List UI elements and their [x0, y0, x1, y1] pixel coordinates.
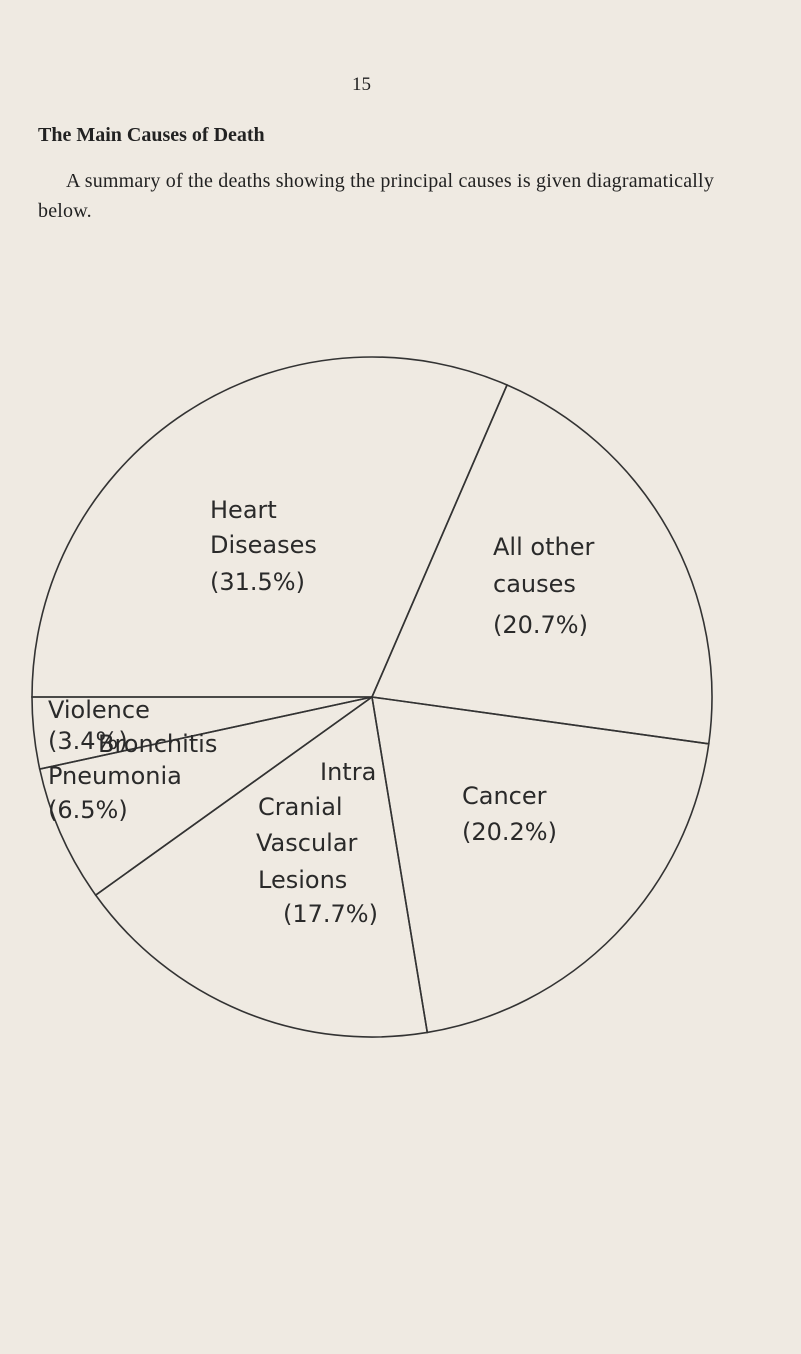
slice-label: Bronchitis Pneumonia [48, 730, 225, 790]
slice-value-label: (6.5%) [48, 796, 128, 824]
pie-slice [31, 696, 373, 771]
slice-label: All other causes [493, 533, 602, 598]
pie-slice [371, 696, 710, 1034]
label-line: Pneumonia [48, 762, 182, 790]
label-line: Lesions [258, 866, 347, 894]
slice-value-label: (20.7%) [493, 611, 588, 639]
label-line: All other [493, 533, 602, 561]
paragraph: A summary of the deaths showing the prin… [38, 170, 715, 222]
slice-value-label: (17.7%) [283, 900, 378, 928]
slice-value-label: (20.2%) [462, 818, 557, 846]
pie-slice [31, 356, 509, 698]
pie-slice [38, 696, 373, 897]
slice-label: Heart Diseases [210, 496, 317, 559]
label-line: Cranial [258, 793, 350, 821]
page-number: 15 [352, 74, 371, 95]
label-line: Diseases [210, 531, 317, 559]
label-line: Vascular [256, 829, 365, 857]
pie-slice [94, 695, 429, 1038]
label-line: Bronchitis [98, 730, 225, 758]
pie-slice [370, 383, 713, 745]
label-line: Intra [320, 758, 384, 786]
heading: The Main Causes of Death [38, 124, 265, 146]
slice-label: Violence [48, 696, 150, 724]
slice-value-label: (3.4%) [48, 727, 128, 755]
label-line: Heart [210, 496, 284, 524]
label-line: causes [493, 570, 576, 598]
label-line: Violence [48, 696, 150, 724]
slice-value-label: (31.5%) [210, 568, 305, 596]
label-line: Cancer [462, 782, 547, 810]
slice-label: Cancer [462, 782, 547, 810]
slice-label: Intra Cranial Vascular Lesions [256, 758, 384, 894]
